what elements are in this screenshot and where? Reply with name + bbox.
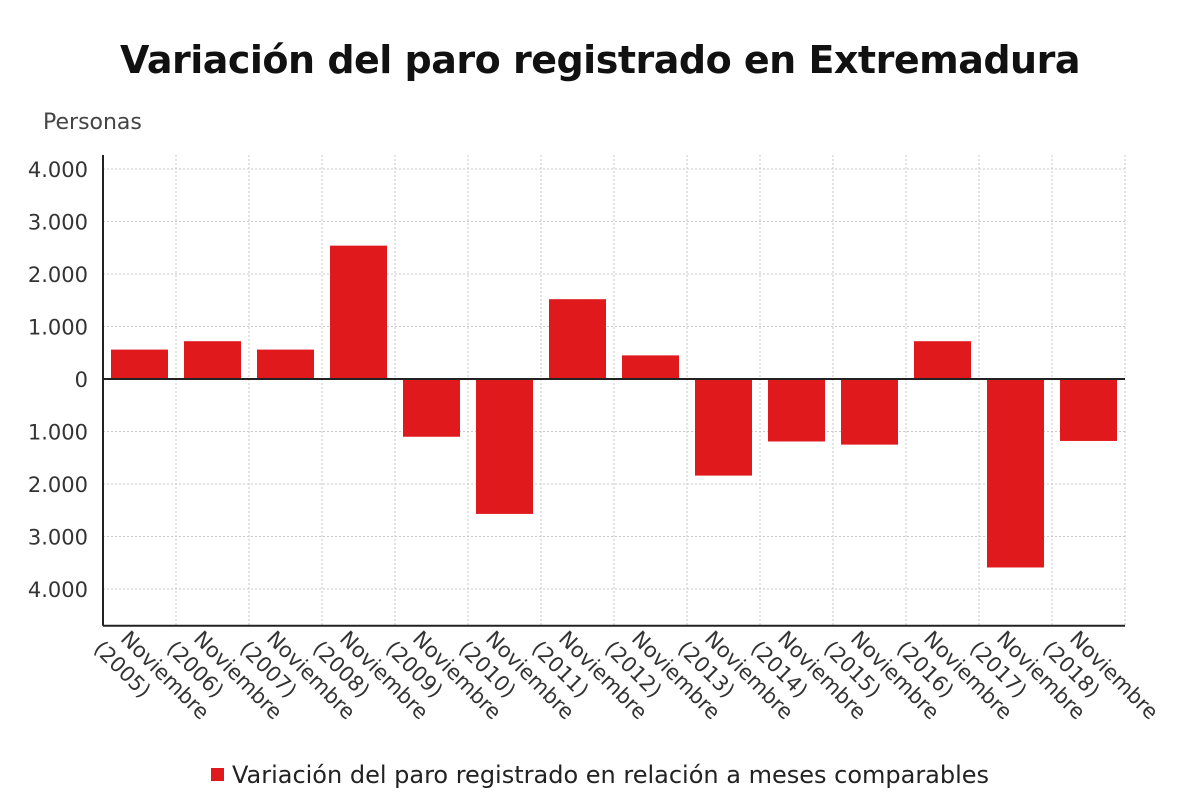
bar (768, 379, 825, 442)
bar (403, 379, 460, 437)
y-tick-label: 2.000 (28, 473, 88, 497)
y-tick-label: 4.000 (28, 158, 88, 182)
y-tick-label: 1.000 (28, 421, 88, 445)
y-tick-label: 0 (75, 368, 88, 392)
bar (914, 341, 971, 379)
bar (257, 349, 314, 379)
bar (476, 379, 533, 514)
bar (111, 349, 168, 379)
bar (695, 379, 752, 476)
bar (622, 355, 679, 379)
legend: Variación del paro registrado en relació… (0, 761, 1200, 789)
bar (330, 245, 387, 379)
bar (184, 341, 241, 379)
y-axis-label: Personas (43, 110, 142, 135)
legend-swatch (210, 768, 224, 781)
chart-title: Variación del paro registrado en Extrema… (120, 38, 1081, 82)
bar (987, 379, 1044, 568)
bar (841, 379, 898, 445)
legend-label: Variación del paro registrado en relació… (231, 761, 990, 789)
y-tick-label: 1.000 (28, 316, 88, 340)
y-tick-label: 2.000 (28, 263, 88, 287)
bar (1060, 379, 1117, 441)
y-tick-label: 3.000 (28, 211, 88, 235)
bar (549, 299, 606, 379)
y-tick-label: 3.000 (28, 526, 88, 550)
y-tick-label: 4.000 (28, 578, 88, 602)
